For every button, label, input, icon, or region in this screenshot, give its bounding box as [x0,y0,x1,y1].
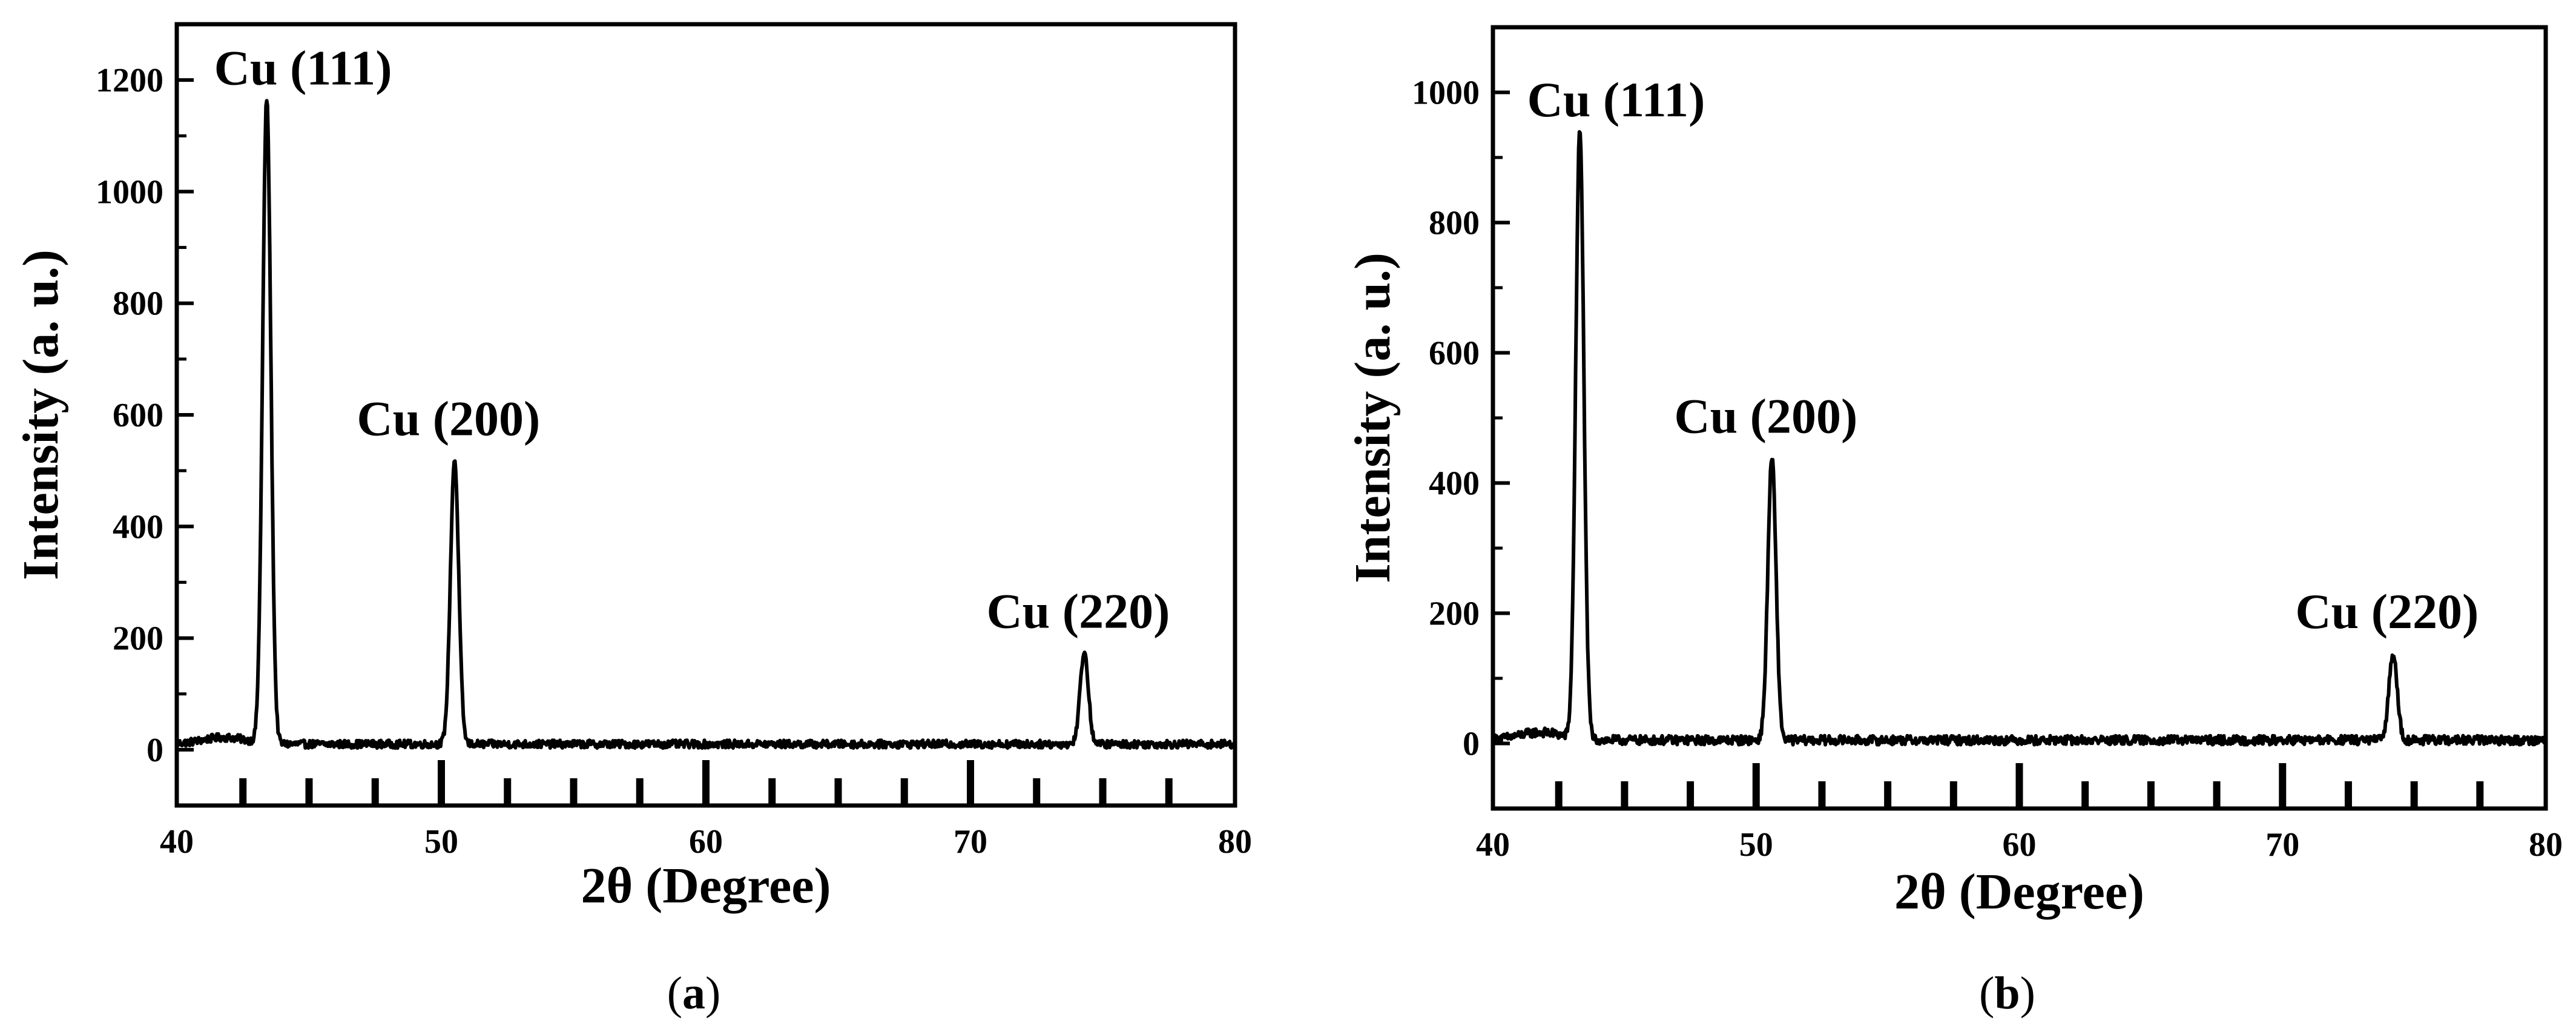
y-tick-label: 400 [1429,465,1480,503]
reference-bar [2015,763,2023,809]
peak-label: Cu (200) [1674,389,1857,444]
x-tick-label: 50 [1739,826,1773,864]
reference-bar [1884,781,1892,809]
reference-bar [570,778,578,806]
reference-bar [2279,763,2287,809]
reference-bar [1165,778,1173,806]
reference-bar [702,760,710,806]
diffraction-series-line [175,99,1236,750]
x-tick-label: 40 [160,823,194,861]
peak-label: Cu (200) [357,391,540,446]
reference-bar [2081,781,2089,809]
x-tick-label: 70 [2265,826,2299,864]
y-axis-title: Intensity (a. u.) [13,250,69,580]
x-axis-title: 2θ (Degree) [581,858,831,914]
x-tick-label: 60 [689,823,723,861]
y-axis-title: Intensity (a. u.) [1345,253,1401,583]
peak-label: Cu (220) [986,584,1170,639]
y-tick-label: 800 [113,285,163,323]
reference-bar [438,760,445,806]
reference-bar [2344,781,2352,809]
reference-bar [636,778,644,806]
x-tick-label: 80 [2529,826,2563,864]
reference-bar [967,760,974,806]
panel-label: (b) [1979,968,2035,1019]
x-tick-label: 60 [2003,826,2037,864]
plot-frame [174,22,1237,808]
reference-bar [504,778,512,806]
x-tick-label: 80 [1218,823,1252,861]
panel-label: (a) [667,968,721,1019]
reference-bar [1949,781,1957,809]
reference-bar [1687,781,1695,809]
chart-panel-b: 0 200 400 600 800 1000 40 50 60 70 80 Cu (111) Cu (2… [1345,25,2563,1019]
peak-label: Cu (220) [2295,584,2479,639]
peak-label: Cu (111) [1527,72,1705,127]
y-tick-label: 1000 [1412,74,1480,112]
reference-bar [2147,781,2155,809]
reference-bar [371,778,379,806]
reference-bar [1099,778,1107,806]
x-tick-label: 70 [954,823,987,861]
reference-bar [239,778,247,806]
y-tick-label: 600 [1429,335,1480,372]
y-tick-label: 800 [1429,205,1480,242]
peak-label: Cu (111) [214,40,392,95]
reference-bar [1818,781,1826,809]
reference-bar [1033,778,1041,806]
y-tick-label: 0 [147,732,163,769]
reference-bar [305,778,313,806]
reference-bar [834,778,842,806]
y-tick-label: 1000 [96,173,163,211]
reference-bar [2410,781,2418,809]
y-tick-label: 200 [1429,595,1480,633]
x-tick-label: 50 [424,823,458,861]
y-tick-label: 0 [1463,726,1480,763]
x-tick-label: 40 [1476,826,1510,864]
reference-bar [2476,781,2484,809]
reference-bar [768,778,776,806]
y-tick-label: 1200 [96,62,163,99]
diffraction-series-line [1491,130,2548,747]
reference-bar [900,778,908,806]
reference-bar [2213,781,2221,809]
reference-bar [1555,781,1563,809]
x-axis-title: 2θ (Degree) [1894,864,2144,920]
y-tick-label: 400 [113,508,163,546]
chart-panel-a: 0 200 400 600 800 1000 1200 40 50 60 70 80 Cu (111) C… [13,22,1252,1019]
reference-bar [1752,763,1760,809]
reference-bar [1621,781,1629,809]
y-tick-label: 600 [113,397,163,434]
y-tick-label: 200 [113,620,163,658]
